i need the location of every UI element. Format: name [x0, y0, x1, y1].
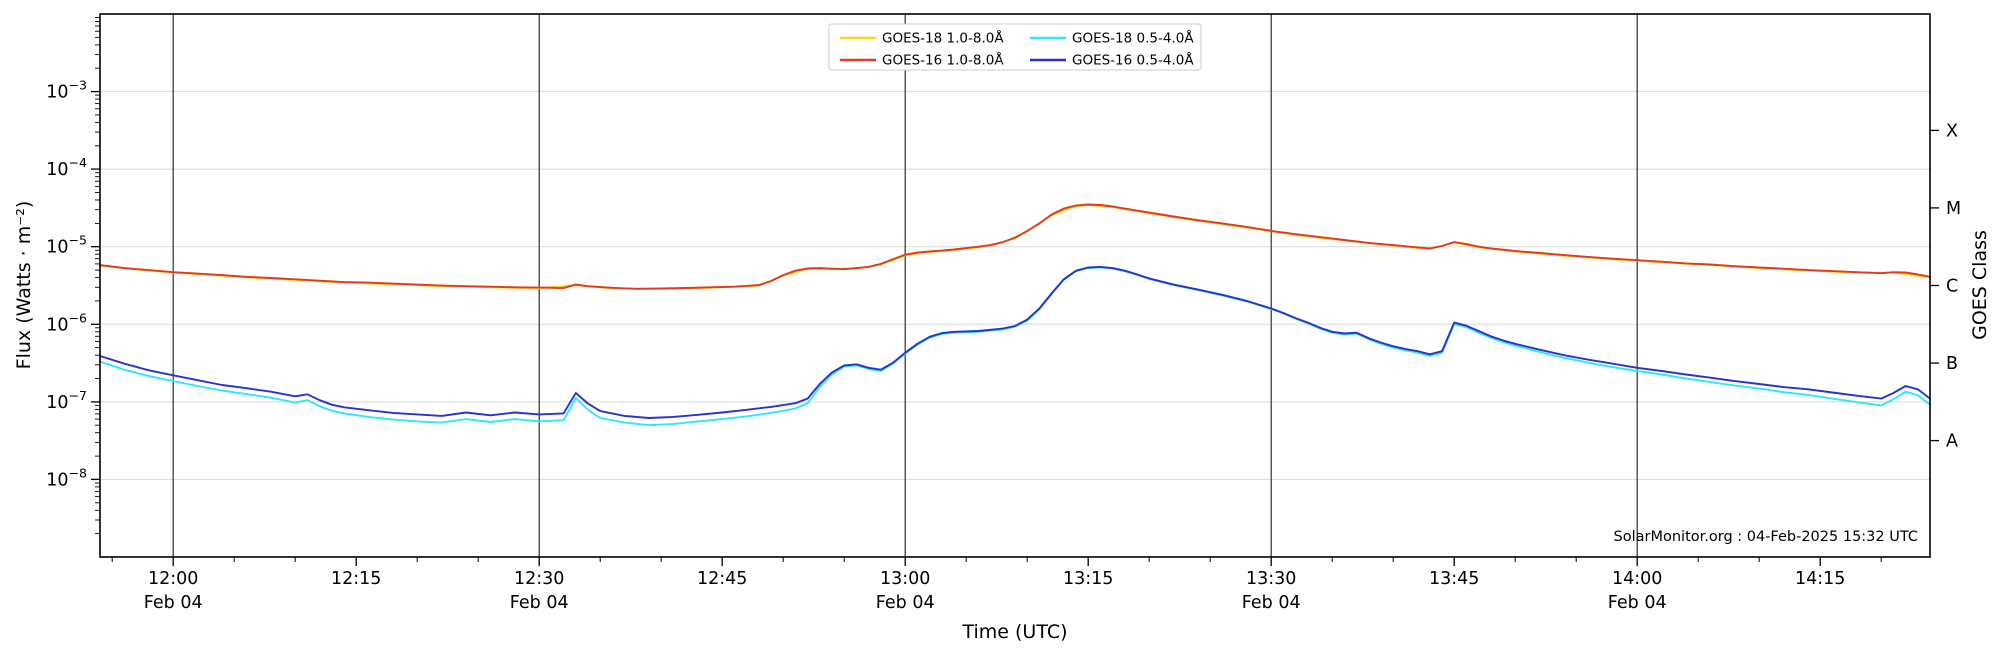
x-date-label: Feb 04 [1242, 593, 1301, 613]
x-tick-label: 12:30 [514, 569, 564, 589]
goes-class-label: X [1946, 121, 1958, 141]
x-tick-label: 13:45 [1429, 569, 1479, 589]
x-date-label: Feb 04 [876, 593, 935, 613]
y-tick-label: 10−7 [46, 388, 87, 413]
legend-box [828, 23, 1202, 71]
goes-class-label: A [1946, 432, 1958, 452]
y-tick-label: 10−8 [46, 465, 87, 490]
series-line-goes16-long [99, 203, 1931, 290]
x-date-label: Feb 04 [510, 593, 569, 613]
legend-label-goes16-short: GOES-16 0.5-4.0Å [1072, 52, 1194, 69]
legend: GOES-18 1.0-8.0Å GOES-16 1.0-8.0Å GOES-18 … [828, 23, 1202, 71]
x-tick-label: 13:00 [880, 569, 930, 589]
x-tick-label: 14:00 [1612, 569, 1662, 589]
x-date-label: Feb 04 [1608, 593, 1667, 613]
axes-layer: 12:00 Feb 04 12:15 12:30 Feb 04 12:45 13:00 Feb… [46, 13, 1961, 613]
watermark: SolarMonitor.org : 04-Feb-2025 15:32 UTC [1614, 529, 1918, 545]
goes-class-label: M [1946, 199, 1961, 219]
grid-layer [100, 14, 1930, 557]
y-tick-label: 10−3 [46, 78, 87, 103]
goes-class-label: C [1946, 277, 1958, 297]
x-axis-label: Time (UTC) [961, 621, 1067, 643]
x-tick-label: 12:45 [697, 569, 747, 589]
y-tick-label: 10−6 [46, 310, 87, 335]
x-tick-label: 12:00 [148, 569, 198, 589]
legend-label-goes16-long: GOES-16 1.0-8.0Å [882, 52, 1004, 69]
x-tick-label: 13:30 [1246, 569, 1296, 589]
series-layer [99, 203, 1931, 427]
y-tick-label: 10−5 [46, 233, 87, 258]
y-tick-label: 10−4 [46, 155, 87, 180]
y-axis-label-left: Flux (Watts · m⁻²) [13, 201, 35, 370]
legend-label-goes18-short: GOES-18 0.5-4.0Å [1072, 30, 1194, 47]
x-date-label: Feb 04 [144, 593, 203, 613]
series-line-goes16-short [99, 265, 1931, 419]
goes-class-label: B [1946, 354, 1958, 374]
legend-label-goes18-long: GOES-18 1.0-8.0Å [882, 30, 1004, 47]
x-tick-label: 12:15 [331, 569, 381, 589]
x-tick-label: 13:15 [1063, 569, 1113, 589]
x-tick-label: 14:15 [1795, 569, 1845, 589]
plot-border [99, 13, 1931, 558]
y-axis-label-right: GOES Class [1969, 230, 1991, 340]
